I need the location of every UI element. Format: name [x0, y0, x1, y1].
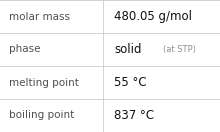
Text: 480.05 g/mol: 480.05 g/mol [114, 10, 192, 23]
Text: solid: solid [114, 43, 142, 56]
Text: phase: phase [9, 44, 40, 55]
Text: molar mass: molar mass [9, 11, 70, 22]
Text: (at STP): (at STP) [163, 45, 196, 54]
Text: 55 °C: 55 °C [114, 76, 147, 89]
Text: melting point: melting point [9, 77, 79, 88]
Text: 837 °C: 837 °C [114, 109, 154, 122]
Text: boiling point: boiling point [9, 110, 74, 121]
